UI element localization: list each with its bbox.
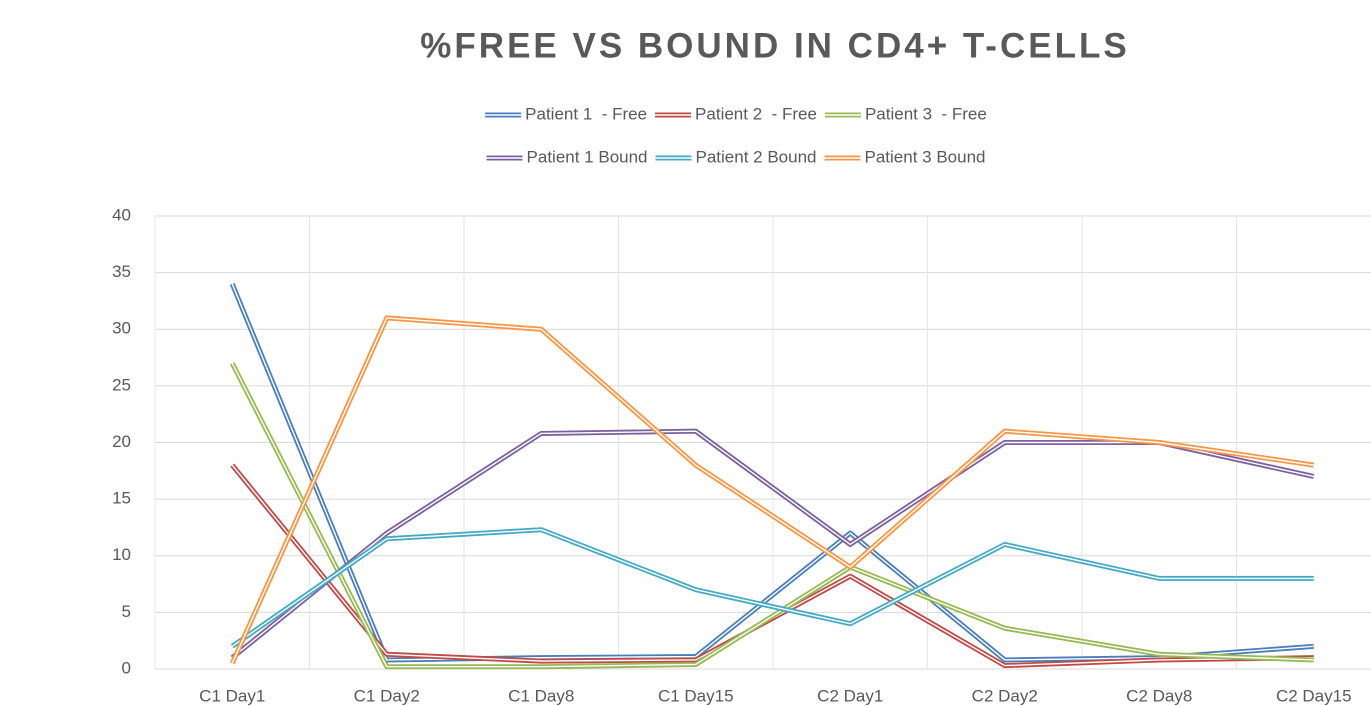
y-tick-label: 35: [112, 262, 131, 281]
x-tick-label: C1 Day2: [354, 686, 420, 705]
legend-label: Patient 3 - Free: [865, 104, 987, 123]
chart-title: %FREE VS BOUND IN CD4+ T-CELLS: [420, 26, 1129, 65]
y-tick-label: 25: [112, 375, 131, 394]
x-tick-label: C2 Day2: [972, 686, 1038, 705]
y-tick-label: 0: [122, 658, 131, 677]
legend-label: Patient 2 Bound: [696, 147, 817, 166]
legend-row: Patient 1 Bound Patient 2 Bound Patient 3 …: [486, 147, 985, 166]
x-tick-label: C2 Day8: [1126, 686, 1192, 705]
y-tick-label: 15: [112, 489, 131, 508]
x-tick-label: C2 Day15: [1276, 686, 1352, 705]
y-tick-label: 20: [112, 432, 131, 451]
legend-row: Patient 1 - Free Patient 2 - Free Patient …: [485, 104, 987, 123]
y-tick-label: 40: [112, 205, 131, 224]
y-tick-label: 30: [112, 319, 131, 338]
legend-label: Patient 3 Bound: [864, 147, 985, 166]
legend-label: Patient 2 - Free: [695, 104, 817, 123]
series-line-inner: [231, 317, 1314, 664]
series-line-inner: [231, 283, 1314, 661]
x-tick-label: C1 Day8: [508, 686, 574, 705]
legend-label: Patient 1 - Free: [525, 104, 647, 123]
y-tick-label: 5: [122, 602, 131, 621]
y-tick-label: 10: [112, 545, 131, 564]
x-tick-label: C1 Day1: [199, 686, 265, 705]
series-line-inner: [231, 362, 1314, 668]
x-tick-label: C2 Day1: [817, 686, 883, 705]
x-tick-label: C1 Day15: [658, 686, 734, 705]
series-line-inner: [231, 529, 1314, 647]
legend-label: Patient 1 Bound: [527, 147, 648, 166]
